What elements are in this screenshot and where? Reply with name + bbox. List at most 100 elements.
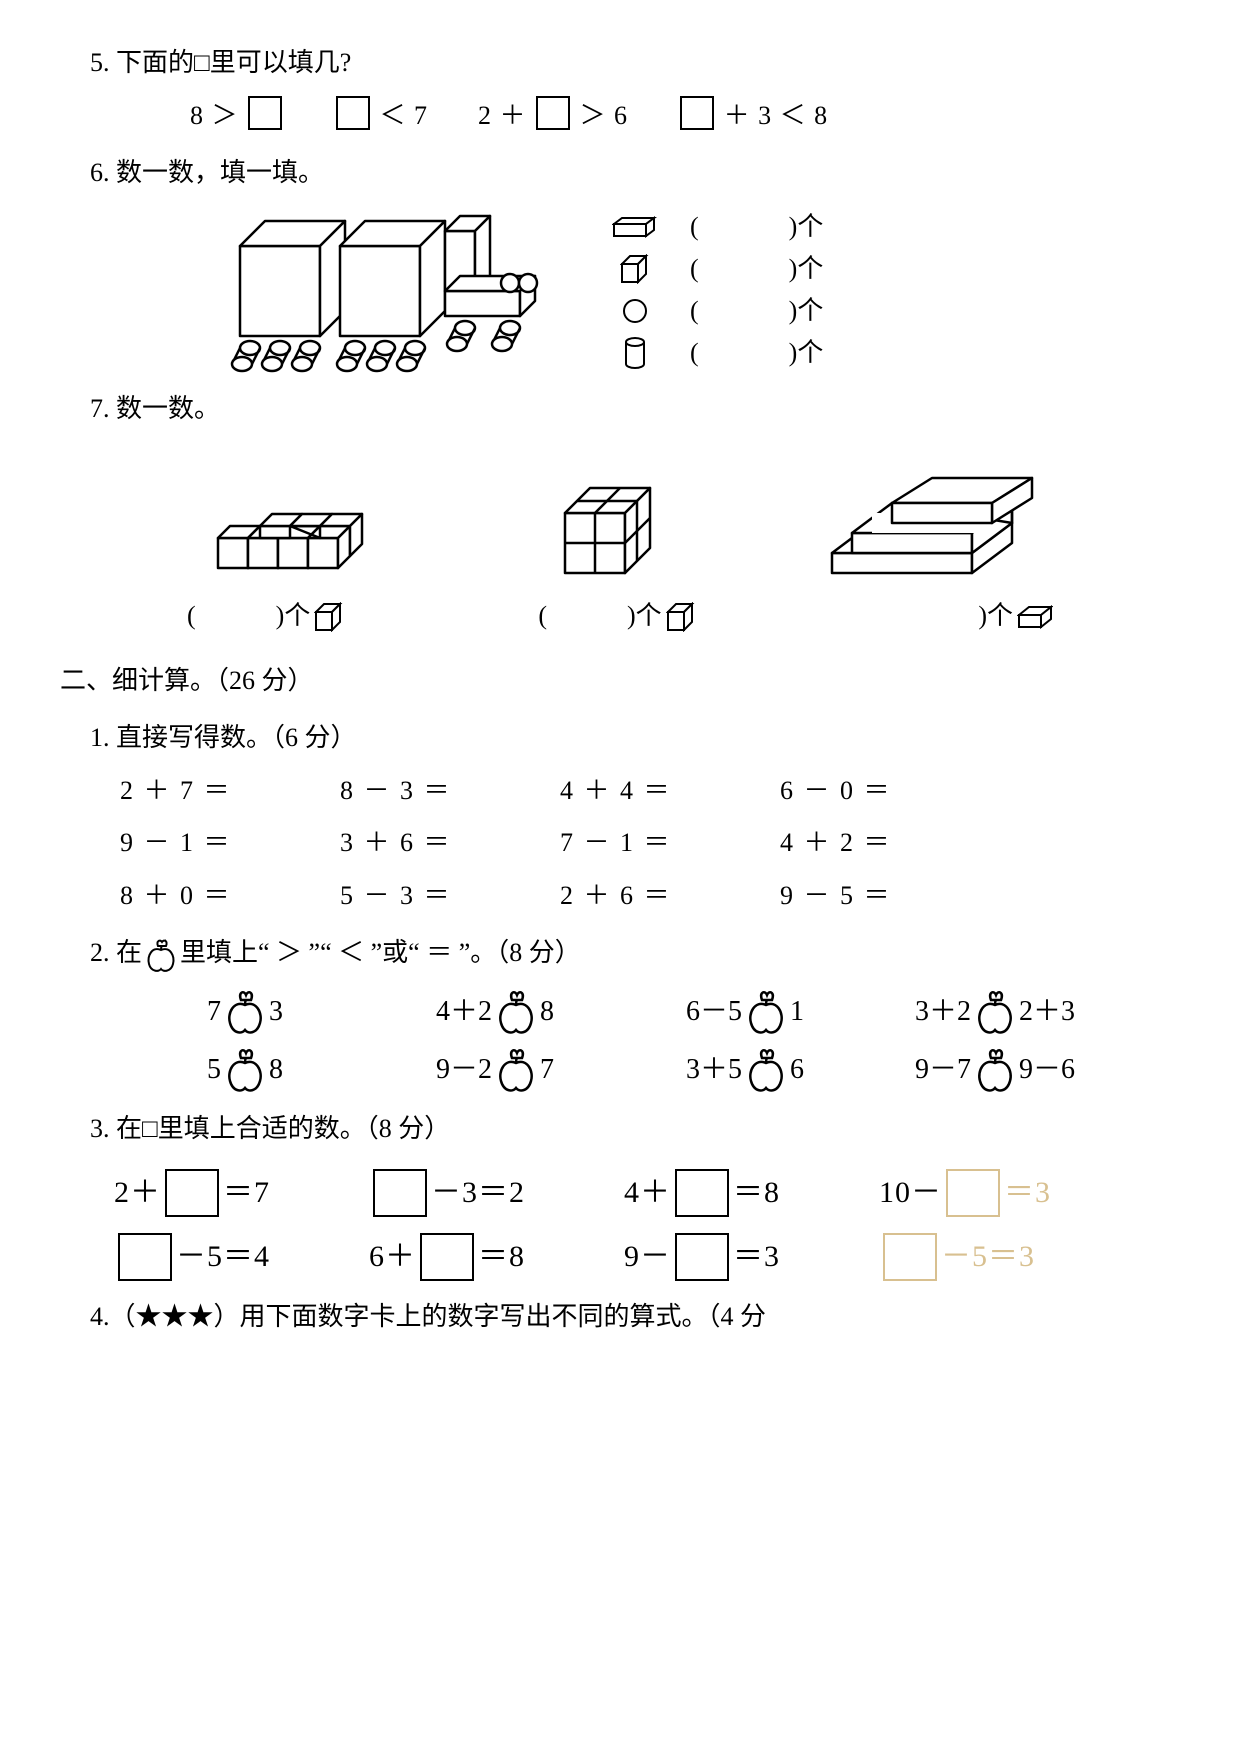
apple-row: 734＋286－513＋22＋3	[120, 987, 1150, 1037]
open-paren: (	[538, 593, 547, 640]
arith-cell[interactable]: 2 ＋ 6 ＝	[560, 873, 780, 920]
q6-row-cuboid: ( )个	[610, 206, 823, 248]
q2-2-prompt: 2. 在里填上“ ＞ ”“ ＜ ”或“ ＝ ”。（8 分）	[90, 930, 1150, 977]
eq-item: 2＋＝7	[114, 1166, 369, 1220]
arith-cell[interactable]: 2 ＋ 7 ＝	[120, 768, 340, 815]
slab-icon	[1017, 605, 1053, 629]
apple-item: 3＋2 2＋3	[870, 987, 1120, 1037]
apple-item: 73	[120, 987, 370, 1037]
apple-block: 734＋286－513＋22＋3 589－273＋569－79－6	[120, 987, 1150, 1096]
eq-post: －5＝4	[176, 1230, 270, 1284]
apple-icon[interactable]	[494, 1045, 538, 1095]
q2-3-prompt: 3. 在□里填上合适的数。（8 分）	[90, 1106, 1150, 1153]
apple-icon[interactable]	[973, 1045, 1017, 1095]
arith-cell[interactable]: 5 － 3 ＝	[340, 873, 560, 920]
apple-item: 9－7 9－6	[870, 1045, 1120, 1095]
apple-item: 58	[120, 1045, 370, 1095]
arith-cell[interactable]: 4 ＋ 4 ＝	[560, 768, 780, 815]
blank-box[interactable]	[946, 1169, 1000, 1217]
blank-box[interactable]	[420, 1233, 474, 1281]
eq-pre: 9－	[624, 1230, 671, 1284]
arith-cell[interactable]: 9 － 5 ＝	[780, 873, 1000, 920]
eq-row: 2＋＝7 －3＝2 4＋＝810－ ＝3	[114, 1166, 1150, 1220]
arith-cell[interactable]: 8 － 3 ＝	[340, 768, 560, 815]
arith-grid: 2 ＋ 7 ＝ 8 － 3 ＝ 4 ＋ 4 ＝ 6 － 0 ＝ 9 － 1 ＝ …	[120, 768, 1150, 920]
blank-box[interactable]	[248, 96, 282, 130]
q6-row-cube: ( )个	[610, 248, 823, 290]
eq-item: －3＝2	[369, 1166, 624, 1220]
eq-item: －5＝3	[879, 1230, 1134, 1284]
arith-cell[interactable]: 8 ＋ 0 ＝	[120, 873, 340, 920]
rhs: 8	[269, 1045, 283, 1095]
eq-pre: 10－	[879, 1166, 942, 1220]
rhs: 3	[269, 987, 283, 1037]
apple-icon[interactable]	[744, 1045, 788, 1095]
cube-icon	[666, 602, 696, 632]
eq-item: 4＋＝8	[624, 1166, 879, 1220]
apple-icon	[144, 936, 178, 974]
q7-prompt: 7. 数一数。	[90, 386, 1150, 433]
close-paren: )个	[789, 288, 824, 335]
blank-box[interactable]	[336, 96, 370, 130]
eq-post: －5＝3	[941, 1230, 1035, 1284]
q2-4-prompt: 4.（★★★）用下面数字卡上的数字写出不同的算式。（4 分	[90, 1294, 1150, 1341]
apple-icon[interactable]	[494, 987, 538, 1037]
close-paren: )个	[978, 593, 1013, 640]
blank-box[interactable]	[373, 1169, 427, 1217]
q5-prompt: 5. 下面的□里可以填几?	[90, 40, 1150, 87]
lhs: 9－2	[436, 1045, 492, 1095]
lhs: 9－7	[915, 1045, 971, 1095]
q6-row-circle: ( )个	[610, 290, 823, 332]
open-paren: (	[690, 246, 699, 293]
cube-icon	[314, 602, 344, 632]
arith-cell[interactable]: 3 ＋ 6 ＝	[340, 820, 560, 867]
eq-post: －3＝2	[431, 1166, 525, 1220]
q7-label-1: ( )个	[187, 593, 344, 640]
open-paren: (	[690, 204, 699, 251]
arith-cell[interactable]: 6 － 0 ＝	[780, 768, 1000, 815]
rhs: 9－6	[1019, 1045, 1075, 1095]
cylinder-icon	[623, 336, 647, 370]
blank-box[interactable]	[165, 1169, 219, 1217]
eq-post: ＝3	[1004, 1166, 1051, 1220]
apple-item: 3＋56	[620, 1045, 870, 1095]
eq-block: 2＋＝7－3＝24＋＝810－＝3 －5＝46＋＝89－＝3－5＝3	[114, 1166, 1150, 1284]
q7-labels: ( )个 ( )个 ( )个	[90, 593, 1150, 640]
lhs: 7	[207, 987, 221, 1037]
blank-box[interactable]	[680, 96, 714, 130]
apple-icon[interactable]	[744, 987, 788, 1037]
arith-cell[interactable]: 7 － 1 ＝	[560, 820, 780, 867]
rhs: 7	[540, 1045, 554, 1095]
open-paren: (	[187, 593, 196, 640]
q2-2-prefix: 2. 在	[90, 938, 142, 967]
rhs: 2＋3	[1019, 987, 1075, 1037]
arith-row: 9 － 1 ＝ 3 ＋ 6 ＝ 7 － 1 ＝ 4 ＋ 2 ＝	[120, 820, 1150, 867]
eq-pre: 4＋	[624, 1166, 671, 1220]
apple-icon[interactable]	[223, 987, 267, 1037]
section-2-header: 二、细计算。（26 分）	[60, 658, 1150, 705]
eq-item: 10－ ＝3	[879, 1166, 1134, 1220]
lhs: 5	[207, 1045, 221, 1095]
q7-fig-3	[822, 473, 1042, 583]
eq-pre: 2＋	[114, 1166, 161, 1220]
cube-icon	[620, 254, 650, 284]
blank-box[interactable]	[675, 1233, 729, 1281]
apple-row: 58 9－2 7 3＋56 9－7 9－6	[120, 1045, 1150, 1095]
eq-row: －5＝46＋＝89－＝3－5＝3	[114, 1230, 1150, 1284]
apple-icon[interactable]	[223, 1045, 267, 1095]
apple-item: 9－2 7	[370, 1045, 620, 1095]
close-paren: )个	[789, 330, 824, 377]
lhs: 3＋2	[915, 987, 971, 1037]
cuboid-icon	[612, 216, 658, 238]
eq-post: ＝8	[478, 1230, 525, 1284]
q6-row-cylinder: ( )个	[610, 332, 823, 374]
blank-box[interactable]	[118, 1233, 172, 1281]
blank-box[interactable]	[883, 1233, 937, 1281]
q7-fig-1	[198, 483, 398, 583]
blank-box[interactable]	[675, 1169, 729, 1217]
apple-icon[interactable]	[973, 987, 1017, 1037]
arith-cell[interactable]: 9 － 1 ＝	[120, 820, 340, 867]
blank-box[interactable]	[536, 96, 570, 130]
q5-item-1: 8 ＞	[190, 93, 284, 140]
arith-cell[interactable]: 4 ＋ 2 ＝	[780, 820, 1000, 867]
